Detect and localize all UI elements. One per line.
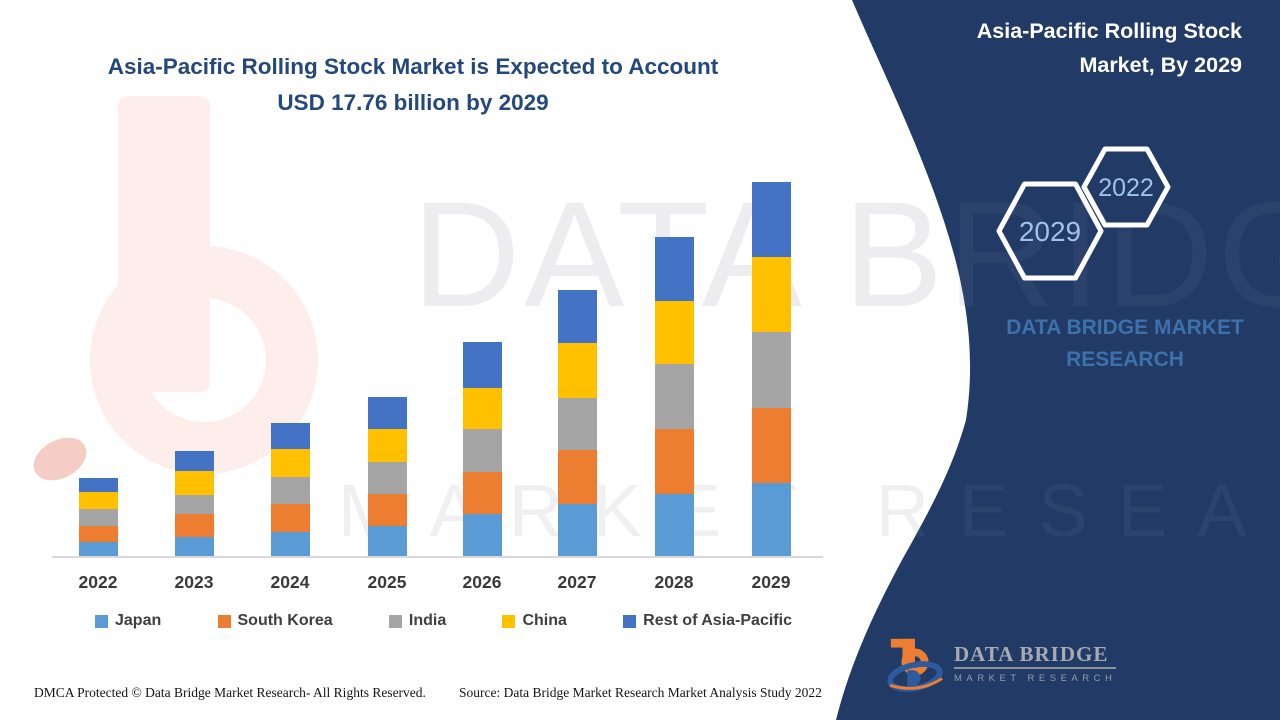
bar-segment (752, 408, 791, 483)
x-axis-tick-label: 2023 (174, 572, 214, 592)
bar-segment (752, 182, 791, 257)
panel-brand-text: DATA BRIDGE MARKET RESEARCH (975, 312, 1275, 376)
hexagon-2029-label: 2029 (1019, 216, 1081, 247)
bar-segment (175, 471, 214, 495)
bar-segment (463, 429, 502, 472)
bar-segment (368, 526, 407, 557)
x-axis-tick-label: 2027 (557, 572, 597, 592)
company-logo-icon (887, 638, 943, 692)
company-logo-subtitle: MARKET RESEARCH (954, 672, 1117, 684)
panel-title-line2: Market, By 2029 (1079, 53, 1242, 77)
bar-segment (558, 398, 597, 450)
stacked-bar-2026 (463, 342, 502, 557)
legend-swatch (623, 614, 637, 628)
hexagon-2029-outline (996, 181, 1104, 281)
x-axis-tick-label: 2026 (462, 572, 502, 592)
bar-segment (79, 509, 118, 526)
bar-segment (558, 450, 597, 504)
legend-swatch (502, 614, 516, 628)
chart-title-line1: Asia-Pacific Rolling Stock Market is Exp… (107, 54, 719, 79)
legend-item: India (388, 612, 447, 630)
legend-swatch (95, 614, 108, 628)
bar-segment (752, 332, 791, 408)
bar-segment (752, 483, 791, 557)
stacked-bar-2023 (175, 451, 214, 557)
legend-label: Japan (115, 612, 162, 629)
panel-title: Asia-Pacific Rolling Stock Market, By 20… (977, 14, 1242, 82)
bar-segment (655, 237, 694, 301)
bar-segment (655, 301, 694, 364)
bar-segment (79, 492, 118, 509)
bar-segment (655, 364, 694, 429)
bar-segment (79, 542, 118, 557)
legend-label: South Korea (237, 612, 333, 629)
stacked-bar-2029 (752, 182, 791, 557)
bar-segment (79, 526, 118, 542)
x-axis-tick-label: 2029 (751, 572, 791, 592)
bar-segment (558, 504, 597, 557)
legend-item: China (502, 612, 567, 630)
legend-label: Rest of Asia-Pacific (643, 612, 792, 629)
stacked-bar-2025 (368, 397, 407, 557)
bar-segment (368, 494, 407, 526)
year-hexagons: 2029 2022 (996, 146, 1171, 281)
x-axis-tick-label: 2024 (270, 572, 310, 592)
hexagon-2022-label: 2022 (1098, 174, 1154, 202)
stacked-bar-2024 (271, 423, 310, 557)
bar-segment (368, 397, 407, 429)
chart-title: Asia-Pacific Rolling Stock Market is Exp… (58, 49, 768, 121)
x-axis-line (52, 556, 823, 558)
bar-segment (79, 478, 118, 492)
chart-title-line2: USD 17.76 billion by 2029 (277, 90, 549, 115)
bar-segment (271, 477, 310, 504)
bar-segment (271, 532, 310, 557)
bar-segment (368, 462, 407, 494)
legend-item: South Korea (217, 612, 333, 630)
x-axis-tick-label: 2022 (78, 572, 118, 592)
chart-legend: Japan South Korea India China Rest of Asia-P… (95, 612, 792, 630)
stacked-bar-2028 (655, 237, 694, 557)
company-logo: DATA BRIDGE MARKET RESEARCH (886, 634, 1117, 692)
bar-segment (175, 495, 214, 514)
company-logo-name: DATA BRIDGE (954, 643, 1117, 669)
legend-item: Rest of Asia-Pacific (623, 612, 792, 630)
legend-swatch (388, 614, 402, 628)
panel-title-line1: Asia-Pacific Rolling Stock (976, 19, 1242, 43)
stacked-bar-2027 (558, 290, 597, 557)
bar-segment (463, 514, 502, 557)
company-logo-text: DATA BRIDGE MARKET RESEARCH (954, 643, 1117, 684)
panel-brand-line2: RESEARCH (1066, 348, 1184, 371)
source-note: Source: Data Bridge Market Research Mark… (459, 685, 822, 700)
bar-segment (655, 494, 694, 557)
bar-segment (463, 472, 502, 514)
bar-segment (752, 257, 791, 332)
hexagon-2022-outline (1081, 146, 1171, 228)
legend-item: Japan (95, 612, 161, 630)
bar-segment (175, 451, 214, 471)
bar-segment (271, 449, 310, 477)
stacked-bar-2022 (79, 478, 118, 557)
x-axis-tick-label: 2028 (654, 572, 694, 592)
x-axis-tick-label: 2025 (367, 572, 407, 592)
bar-segment (558, 343, 597, 398)
bar-segment (558, 290, 597, 343)
legend-label: India (408, 612, 447, 629)
bar-segment (271, 504, 310, 532)
bar-segment (655, 429, 694, 494)
bar-segment (175, 514, 214, 537)
legend-label: China (522, 612, 567, 629)
bar-segment (463, 342, 502, 388)
dmca-notice: DMCA Protected © Data Bridge Market Rese… (34, 685, 426, 700)
bar-segment (463, 388, 502, 429)
panel-brand-line1: DATA BRIDGE MARKET (1006, 316, 1244, 339)
bar-segment (368, 429, 407, 462)
legend-swatch (217, 614, 231, 628)
bar-segment (175, 537, 214, 557)
bar-segment (271, 423, 310, 449)
side-panel-shape (836, 0, 1280, 720)
